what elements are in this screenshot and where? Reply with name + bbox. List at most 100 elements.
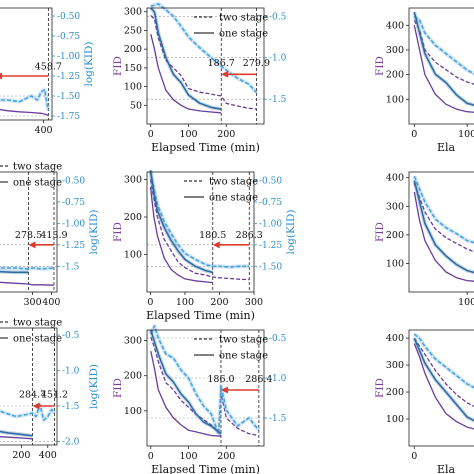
legend-label-one-stage: one stage [13,334,62,345]
panel-row2-col3: 100 100 200 300 400 FID [374,171,474,308]
y-tick-label-left: 300 [386,360,404,371]
speedup-arrow-head [212,241,220,249]
panel-row1-col2: 186.7 279.9 0 100 200 50 100 150 200 250 300 -0.5 -1… [112,1,287,154]
y-tick-label-left: 300 [386,201,404,212]
x-tick-label: 300 [24,297,42,308]
y-axis-label-fid: FID [112,222,124,242]
series-one_kid [0,270,29,274]
series-two_fid [150,15,257,110]
y-tick-label-left: 100 [386,258,404,269]
y-tick-label-left: 100 [124,82,142,93]
x-tick-label: 200 [12,450,30,461]
y-tick-label-left: 300 [124,7,142,18]
plot-frame [146,7,265,125]
y-tick-label-left: 200 [386,70,404,81]
y-tick-label-right: -0.50 [62,177,85,187]
y-tick-label-right: -1.25 [62,241,85,251]
y-tick-label-left: 100 [124,250,142,261]
speedup-arrow-head [0,72,2,80]
series-one_fid [0,108,49,117]
y-tick-label-right: -0.75 [259,198,282,208]
x-tick-label: 200 [217,451,235,462]
y-axis-label-fid: FID [112,378,124,398]
y-tick-label-left: 200 [124,212,142,223]
series-two_kid [413,333,474,389]
x-tick-label: 100 [176,297,194,308]
y-tick-label-left: 300 [386,45,404,56]
time-annotation: 186.7 [208,58,235,69]
legend-label-one-stage: one stage [13,178,62,189]
time-annotation: 284.7 [19,389,46,400]
series-one_kid [0,430,33,437]
plot-frame [0,7,53,121]
time-annotation: 279.9 [243,58,270,69]
y-tick-label-right: -0.5 [269,12,287,22]
y-tick-label-right: -0.75 [57,32,80,42]
time-annotation: 413.9 [40,230,67,241]
series-one_kid [413,180,474,274]
y-tick-label-left: 100 [124,406,142,417]
y-tick-label-right: -1.50 [57,92,80,102]
series-two_kid [150,3,258,94]
plot-frame [146,171,255,293]
y-tick-label-right: -1.0 [62,367,80,377]
x-axis-label: Elapsed Time (min) [151,141,260,154]
x-tick-label: 400 [39,450,57,461]
panel-row2-col2: 180.5 286.3 0 100 200 300 100 200 300 -0.50 -0.75 -… [112,170,297,322]
panel-row3-col2: 186.0 286.4 0 100 200 100 200 300 -0.5 -1.0 -1.5 El… [112,324,287,474]
series-two_kid [0,403,56,422]
x-axis-label: Ela [437,463,456,474]
y-tick-label-right: -0.5 [62,331,80,341]
x-tick-label: 0 [411,451,417,462]
y-tick-label-right: -0.75 [62,198,85,208]
y-axis-label-kid: log(KID) [83,41,95,86]
y-tick-label-right: -1.75 [57,112,80,122]
series-one_fid [150,34,222,114]
series-two_kid [413,175,474,244]
series-one_fid [413,191,474,282]
legend-label-two-stage: two stage [219,13,268,24]
x-tick-label: 200 [217,129,235,140]
y-tick-label-left: 100 [386,94,404,105]
plot-frame [408,329,474,447]
x-tick-label: 300 [245,297,263,308]
series-two_fid [413,183,474,253]
x-tick-label: 200 [210,297,228,308]
time-annotation: 458.7 [35,62,62,73]
plot-frame [408,7,474,125]
panel-row3-col3: 0 100 200 300 400 Ela FID [374,329,474,474]
x-tick-label: 100 [179,451,197,462]
y-axis-label-fid: FID [112,56,124,76]
y-tick-label-right: -1.50 [259,262,282,272]
speedup-arrow-head [32,402,40,410]
y-tick-label-left: 200 [124,371,142,382]
time-annotation: 186.0 [207,374,234,385]
y-tick-label-right: -1.25 [57,72,80,82]
y-axis-label-fid: FID [374,378,386,398]
series-one_fid [0,436,33,440]
y-axis-label-fid: FID [374,222,386,242]
series-band-one_kid [148,170,214,275]
y-tick-label-left: 100 [386,414,404,425]
y-tick-label-right: -0.50 [57,12,80,22]
series-two_kid [0,267,54,270]
series-one_kid [413,337,474,422]
y-tick-label-right: -1.00 [57,52,80,62]
series-two_kid [0,88,50,111]
legend-label-two-stage: two stage [13,162,62,173]
y-tick-label-left: 400 [386,173,404,184]
series-two_kid [413,15,474,75]
y-tick-label-right: -0.50 [259,177,282,187]
y-tick-label-right: -1.00 [259,219,282,229]
series-two_kid [150,325,260,435]
series-two_fid [413,337,474,408]
y-tick-label-left: 50 [130,100,142,111]
plot-frame [0,171,58,293]
speedup-arrow-head [28,241,36,249]
series-one_fid [413,25,474,113]
legend-label-one-stage: one stage [219,29,268,40]
x-tick-label: 0 [148,129,154,140]
y-tick-label-left: 150 [124,63,142,74]
legend-label-two-stage: two stage [209,177,258,188]
